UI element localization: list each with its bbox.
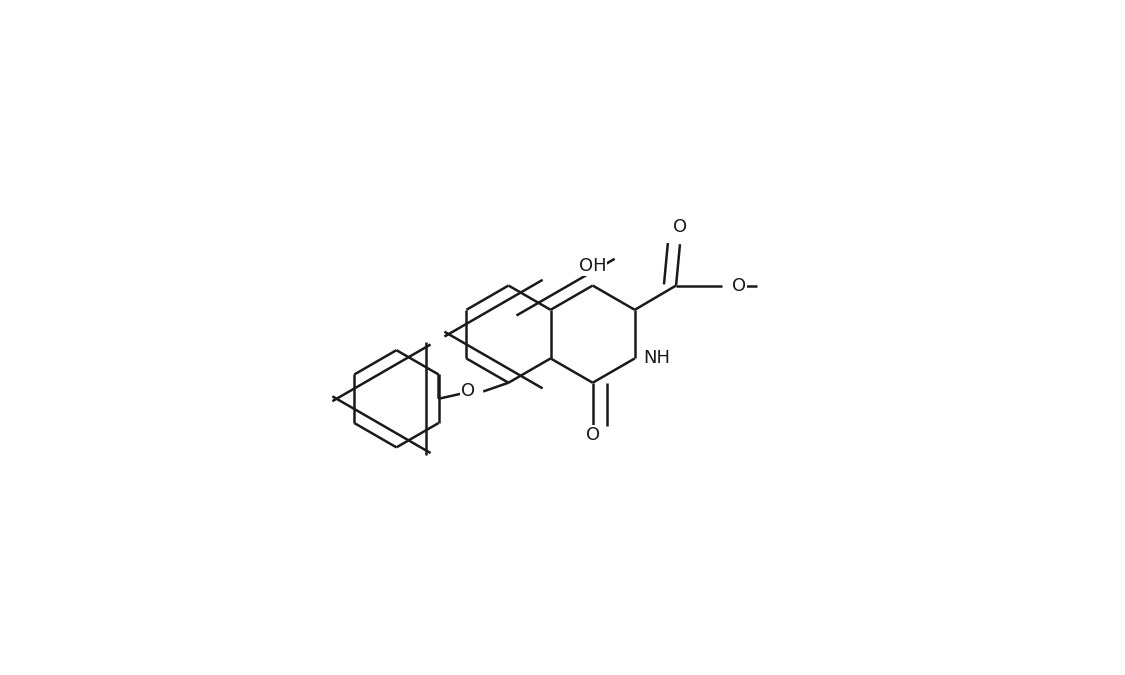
- Text: O: O: [461, 383, 475, 400]
- Text: O: O: [586, 425, 600, 443]
- Text: NH: NH: [642, 350, 669, 367]
- Text: O: O: [673, 218, 687, 236]
- Text: O: O: [731, 277, 746, 294]
- Text: OH: OH: [579, 257, 606, 275]
